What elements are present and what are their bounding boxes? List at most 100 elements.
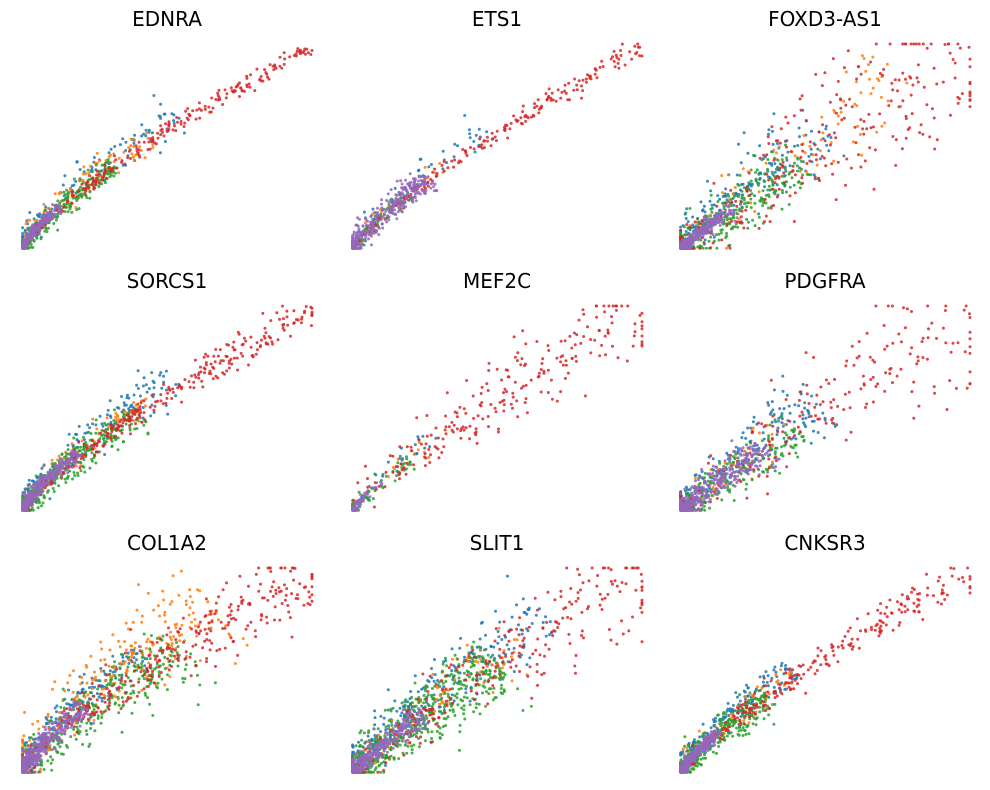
- scatter-point-orange: [416, 448, 420, 452]
- scatter-point-green: [97, 185, 101, 189]
- scatter-point-blue: [141, 384, 145, 388]
- scatter-point-blue: [86, 423, 90, 427]
- scatter-point-red: [564, 363, 568, 367]
- scatter-point-green: [727, 194, 731, 198]
- scatter-point-red: [926, 304, 930, 308]
- scatter-point-orange: [129, 144, 133, 148]
- scatter-point-blue: [780, 153, 784, 157]
- scatter-point-blue: [456, 144, 459, 148]
- scatter-point-red: [240, 89, 244, 92]
- scatter-point-purple: [366, 219, 369, 223]
- scatter-point-blue: [739, 161, 743, 165]
- scatter-point-red: [751, 430, 755, 434]
- scatter-point-red: [161, 130, 164, 134]
- scatter-point-orange: [143, 156, 147, 160]
- scatter-point-green: [740, 206, 744, 210]
- scatter-point-red: [465, 379, 469, 382]
- scatter-point-blue: [804, 416, 808, 420]
- scatter-point-red: [943, 309, 947, 312]
- scatter-point-red: [830, 162, 834, 166]
- scatter-point-purple: [48, 473, 52, 477]
- scatter-point-blue: [741, 431, 745, 435]
- scatter-point-red: [842, 66, 846, 70]
- scatter-point-orange: [741, 167, 745, 171]
- scatter-point-green: [68, 204, 72, 208]
- scatter-point-red: [111, 167, 115, 171]
- subplot-title: MEF2C: [463, 269, 531, 293]
- scatter-point-green: [735, 212, 739, 215]
- scatter-point-red: [763, 197, 767, 201]
- scatter-point-red: [110, 430, 114, 433]
- scatter-point-red: [916, 355, 920, 359]
- scatter-point-red: [166, 391, 170, 395]
- scatter-point-red: [933, 391, 937, 395]
- scatter-point-red: [771, 424, 775, 428]
- scatter-point-red: [288, 55, 292, 59]
- scatter-point-green: [747, 220, 750, 224]
- scatter-point-red: [604, 353, 607, 357]
- scatter-point-red: [897, 332, 901, 336]
- scatter-point-red: [278, 317, 281, 321]
- scatter-point-green: [65, 202, 68, 206]
- scatter-point-green: [734, 452, 738, 456]
- scatter-point-red: [584, 77, 588, 81]
- scatter-point-red: [849, 166, 853, 170]
- scatter-point-red: [616, 356, 620, 360]
- scatter-point-purple: [429, 182, 433, 186]
- scatter-point-red: [813, 175, 817, 179]
- scatter-point-purple: [41, 483, 45, 487]
- scatter-point-purple: [375, 218, 379, 222]
- scatter-point-purple: [23, 244, 26, 248]
- scatter-point-red: [589, 351, 593, 355]
- scatter-point-red: [589, 77, 593, 81]
- scatter-point-red: [483, 139, 486, 143]
- scatter-point-green: [78, 449, 82, 453]
- scatter-point-blue: [140, 123, 144, 127]
- scatter-point-red: [489, 403, 493, 406]
- scatter-point-orange: [709, 468, 713, 472]
- scatter-point-green: [37, 501, 41, 505]
- scatter-point-red: [423, 452, 427, 456]
- scatter-point-red: [147, 140, 151, 144]
- scatter-point-blue: [152, 386, 156, 390]
- scatter-point-red: [897, 78, 901, 82]
- scatter-point-red: [729, 188, 733, 192]
- scatter-point-blue: [773, 469, 777, 473]
- scatter-point-red: [893, 78, 897, 82]
- scatter-point-red: [640, 340, 644, 344]
- scatter-point-red: [818, 179, 821, 183]
- scatter-point-red: [901, 71, 905, 75]
- scatter-point-red: [502, 403, 506, 407]
- scatter-point-red: [455, 415, 459, 419]
- scatter-point-red: [869, 60, 873, 64]
- scatter-point-red: [171, 387, 175, 391]
- scatter-point-red: [711, 241, 715, 245]
- scatter-point-red: [445, 391, 449, 395]
- scatter-point-purple: [710, 221, 714, 224]
- scatter-point-purple: [46, 210, 49, 214]
- scatter-point-purple: [702, 217, 706, 221]
- scatter-point-purple: [394, 213, 398, 216]
- scatter-point-red: [224, 96, 228, 100]
- scatter-point-green: [796, 156, 800, 160]
- scatter-point-blue: [766, 401, 770, 405]
- scatter-point-red: [568, 334, 572, 338]
- scatter-point-green: [122, 412, 126, 416]
- scatter-point-green: [754, 177, 758, 181]
- scatter-point-red: [450, 159, 454, 163]
- scatter-point-purple: [725, 212, 729, 216]
- scatter-point-red: [908, 126, 912, 130]
- scatter-point-blue: [711, 457, 715, 461]
- scatter-point-green: [703, 476, 706, 480]
- scatter-point-blue: [797, 126, 801, 130]
- scatter-point-purple: [394, 196, 398, 200]
- scatter-point-red: [836, 79, 840, 83]
- scatter-point-purple: [44, 475, 48, 479]
- scatter-point-red: [616, 61, 620, 65]
- scatter-point-green: [105, 160, 109, 164]
- scatter-point-red: [848, 406, 852, 410]
- scatter-point-red: [464, 426, 468, 430]
- scatter-point-red: [105, 431, 109, 435]
- scatter-point-red: [194, 117, 198, 121]
- scatter-point-red: [523, 364, 527, 367]
